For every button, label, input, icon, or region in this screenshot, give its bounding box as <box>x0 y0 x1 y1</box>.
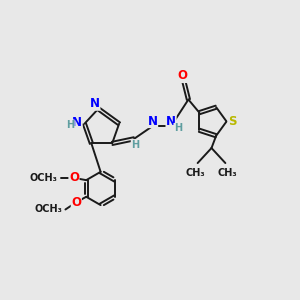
Text: N: N <box>90 97 100 110</box>
Text: O: O <box>71 196 81 208</box>
Text: N: N <box>72 116 82 129</box>
Text: O: O <box>69 171 79 184</box>
Text: H: H <box>131 140 139 150</box>
Text: OCH₃: OCH₃ <box>34 205 62 214</box>
Text: N: N <box>166 115 176 128</box>
Text: CH₃: CH₃ <box>218 168 237 178</box>
Text: N: N <box>148 115 158 128</box>
Text: CH₃: CH₃ <box>186 168 206 178</box>
Text: OCH₃: OCH₃ <box>29 173 57 183</box>
Text: H: H <box>66 120 74 130</box>
Text: O: O <box>178 70 188 83</box>
Text: S: S <box>228 115 236 128</box>
Text: H: H <box>174 123 182 134</box>
